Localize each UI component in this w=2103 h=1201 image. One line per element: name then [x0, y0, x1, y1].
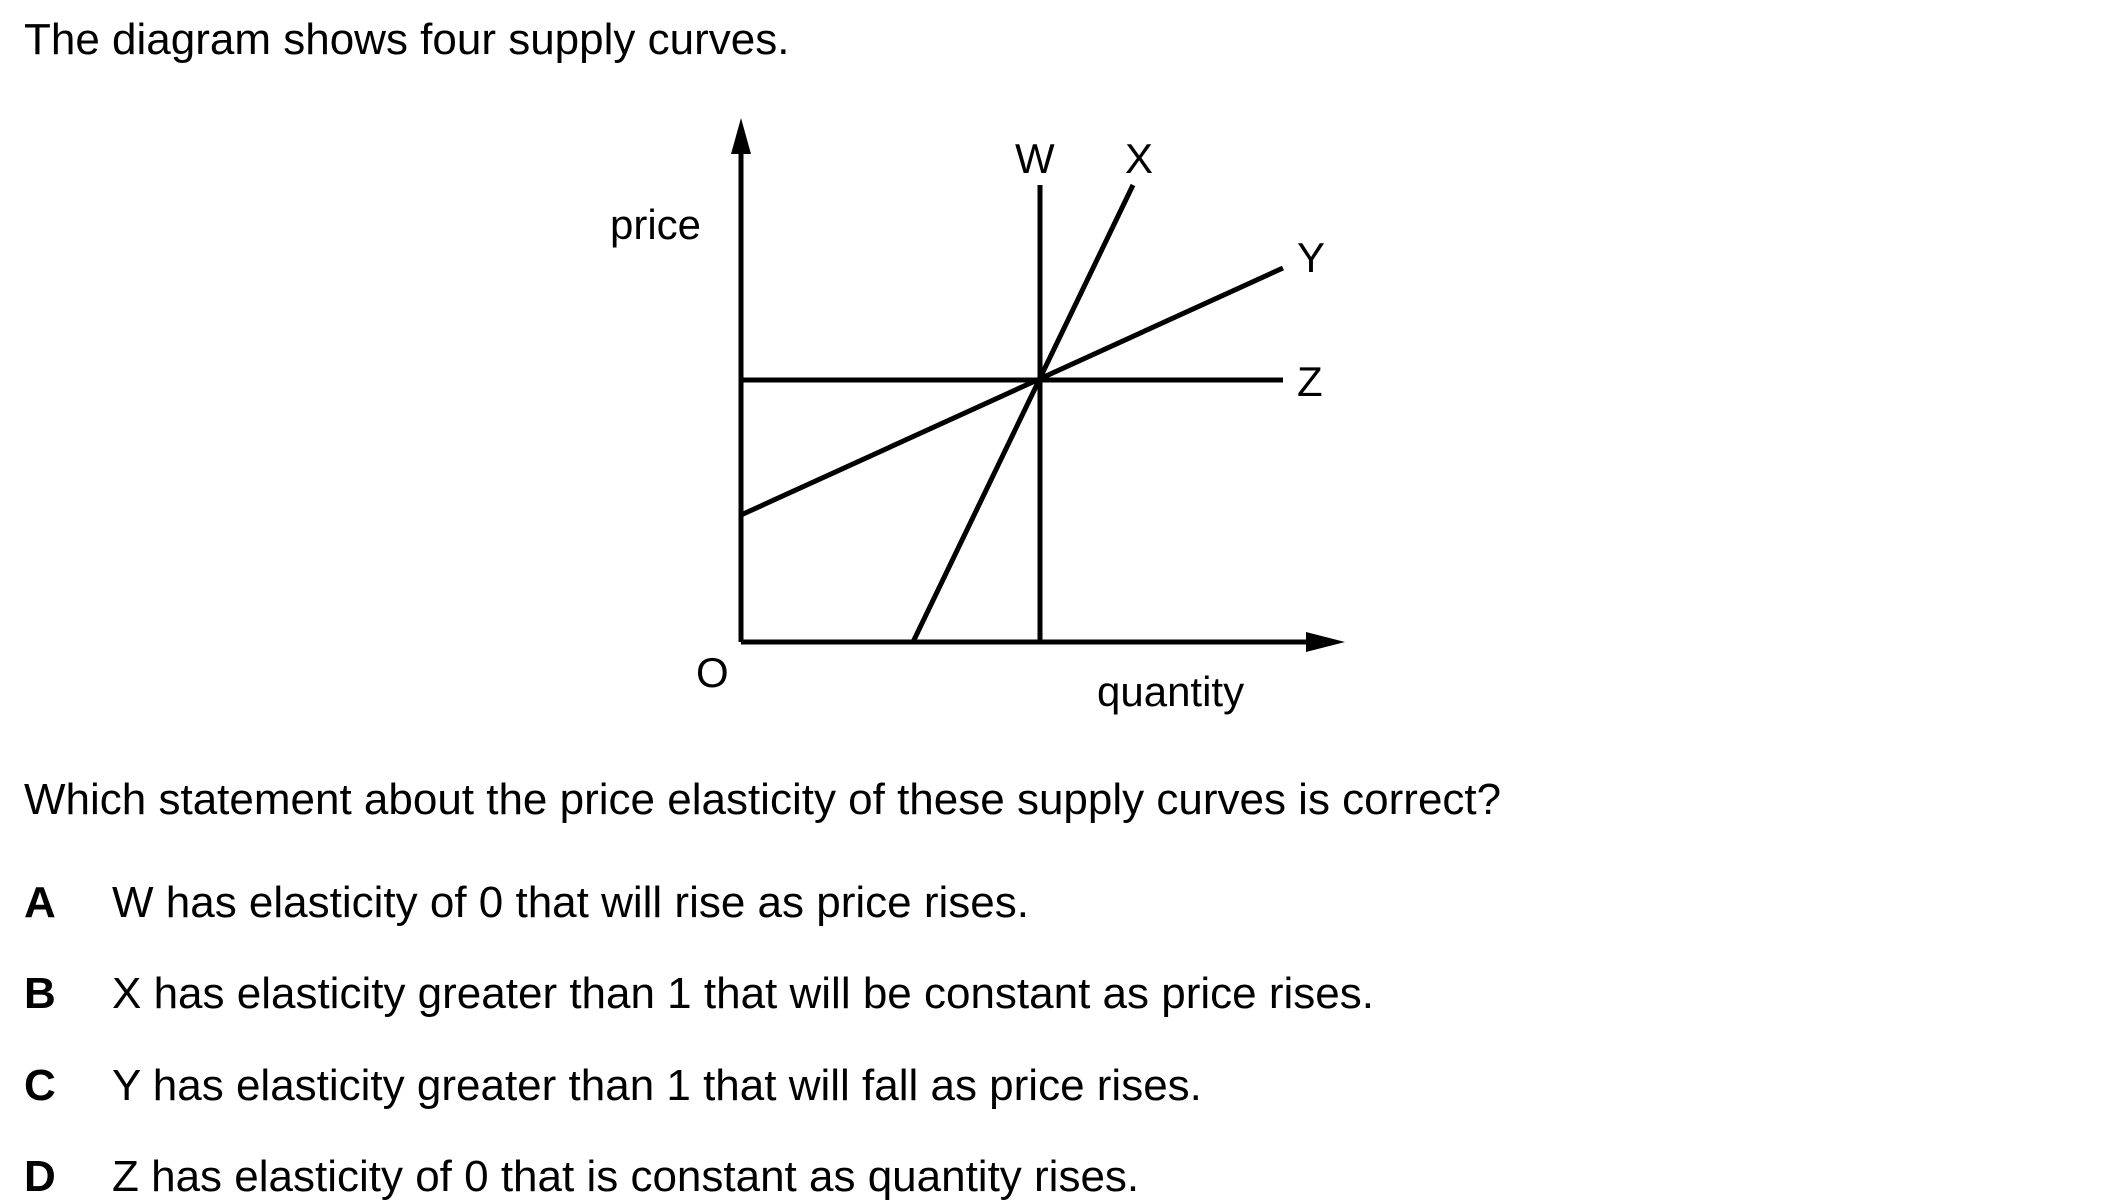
intro-text: The diagram shows four supply curves. — [24, 15, 790, 64]
option-letter: D — [24, 1152, 56, 1201]
option-letter: A — [24, 878, 56, 927]
origin-label: O — [696, 649, 729, 696]
option-b[interactable]: B X has elasticity greater than 1 that wi… — [24, 972, 1374, 1016]
option-d[interactable]: D Z has elasticity of 0 that is constant … — [24, 1155, 1139, 1199]
option-a[interactable]: A W has elasticity of 0 that will rise as… — [24, 881, 1029, 925]
option-text: X has elasticity greater than 1 that wil… — [112, 969, 1374, 1018]
option-letter: C — [24, 1061, 56, 1110]
x-axis-label: quantity — [1097, 668, 1244, 715]
question-text: Which statement about the price elastici… — [24, 775, 1502, 824]
curve-label-z: Z — [1297, 358, 1323, 405]
option-text: W has elasticity of 0 that will rise as … — [112, 878, 1029, 927]
y-axis-label: price — [610, 201, 701, 248]
option-letter: B — [24, 969, 56, 1018]
curve-label-y: Y — [1297, 234, 1325, 281]
curve-x — [910, 183, 1136, 644]
curve-label-w: W — [1015, 135, 1055, 182]
option-text: Z has elasticity of 0 that is constant a… — [112, 1152, 1140, 1201]
curve-label-x: X — [1125, 135, 1153, 182]
curve-y — [739, 265, 1285, 518]
x-axis-arrowhead — [1306, 632, 1345, 652]
option-c[interactable]: C Y has elasticity greater than 1 that wi… — [24, 1064, 1202, 1108]
y-axis-arrowhead — [731, 118, 751, 154]
option-text: Y has elasticity greater than 1 that wil… — [112, 1061, 1202, 1110]
